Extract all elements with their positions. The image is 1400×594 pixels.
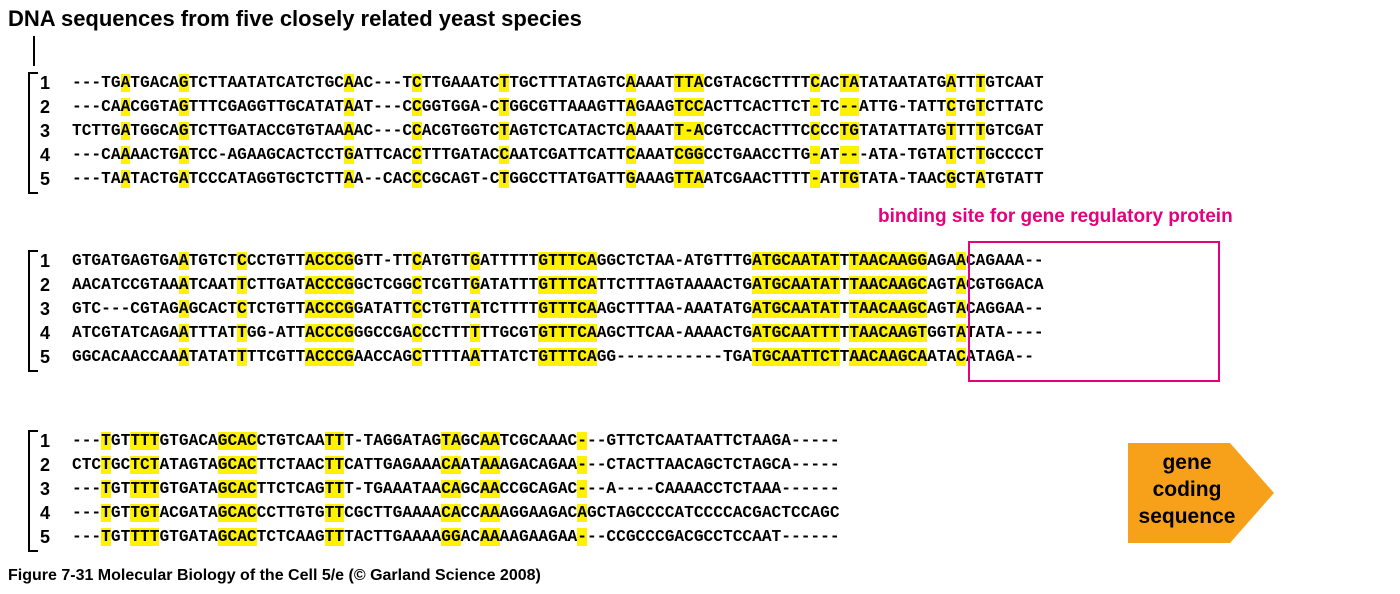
binding-site-box <box>968 241 1220 382</box>
block-bracket <box>28 430 38 552</box>
species-number: 1 <box>40 251 51 271</box>
species-number: 3 <box>40 479 51 499</box>
dna-sequence: CTCTGCTCTATAGTAGCACTTCTAACTTCATTGAGAAACA… <box>72 456 840 474</box>
species-number: 4 <box>40 323 51 343</box>
dna-sequence: GTC---CGTAGAGCACTCTCTGTTACCCGGATATTCCTGT… <box>72 300 1044 318</box>
dna-sequence: ---TGTTTTGTGACAGCACCTGTCAATTT-TAGGATAGTA… <box>72 432 840 450</box>
title-pointer-line <box>33 36 35 66</box>
figure-caption: Figure 7-31 Molecular Biology of the Cel… <box>8 567 541 584</box>
species-number: 5 <box>40 169 51 189</box>
dna-sequence: ---TGTTTTGTGATAGCACTCTCAAGTTTACTTGAAAAGG… <box>72 528 840 546</box>
gene-coding-sequence-label: gene coding sequence <box>1128 449 1246 530</box>
dna-sequence: AACATCCGTAAATCAATTCTTGATACCCGGCTCGGCTCGT… <box>72 276 1044 294</box>
dna-sequence: ---TGATGACAGTCTTAATATCATCTGCAAC---TCTTGA… <box>72 74 1044 92</box>
block-bracket <box>28 72 38 194</box>
figure-title: DNA sequences from five closely related … <box>8 6 582 31</box>
species-number: 3 <box>40 299 51 319</box>
species-number: 3 <box>40 121 51 141</box>
species-number: 2 <box>40 455 51 475</box>
dna-sequence: ---CAACGGTAGTTTCGAGGTTGCATATAAT---CCGGTG… <box>72 98 1044 116</box>
dna-sequence: ATCGTATCAGAATTTATTGG-ATTACCCGGGCCGACCCTT… <box>72 324 1044 342</box>
block-bracket <box>28 250 38 372</box>
dna-sequence: TCTTGATGGCAGTCTTGATACCGTGTAAAAC---CCACGT… <box>72 122 1044 140</box>
gene-label-line: gene <box>1162 451 1212 474</box>
binding-site-label: binding site for gene regulatory protein <box>878 206 1233 227</box>
species-number: 1 <box>40 431 51 451</box>
species-number: 2 <box>40 97 51 117</box>
species-number: 4 <box>40 503 51 523</box>
dna-sequence: ---TAATACTGATCCCATAGGTGCTCTTAA--CACCCGCA… <box>72 170 1044 188</box>
dna-sequence: ---TGTTGTACGATAGCACCCTTGTGTTCGCTTGAAAACA… <box>72 504 840 522</box>
species-number: 5 <box>40 527 51 547</box>
species-number: 4 <box>40 145 51 165</box>
species-number: 2 <box>40 275 51 295</box>
dna-sequence: ---TGTTTTGTGATAGCACTTCTCAGTTT-TGAAATAACA… <box>72 480 840 498</box>
species-number: 1 <box>40 73 51 93</box>
gene-label-line: coding <box>1152 478 1222 501</box>
species-number: 5 <box>40 347 51 367</box>
dna-sequence: GGCACAACCAAATATATTTTCGTTACCCGAACCAGCTTTT… <box>72 348 1034 366</box>
dna-sequence: ---CAAAACTGATCC-AGAAGCACTCCTGATTCACCTTTG… <box>72 146 1044 164</box>
dna-sequence: GTGATGAGTGAATGTCTCCCTGTTACCCGGTT-TTCATGT… <box>72 252 1044 270</box>
gene-coding-sequence-arrow <box>1128 443 1274 543</box>
gene-label-line: sequence <box>1138 505 1236 528</box>
